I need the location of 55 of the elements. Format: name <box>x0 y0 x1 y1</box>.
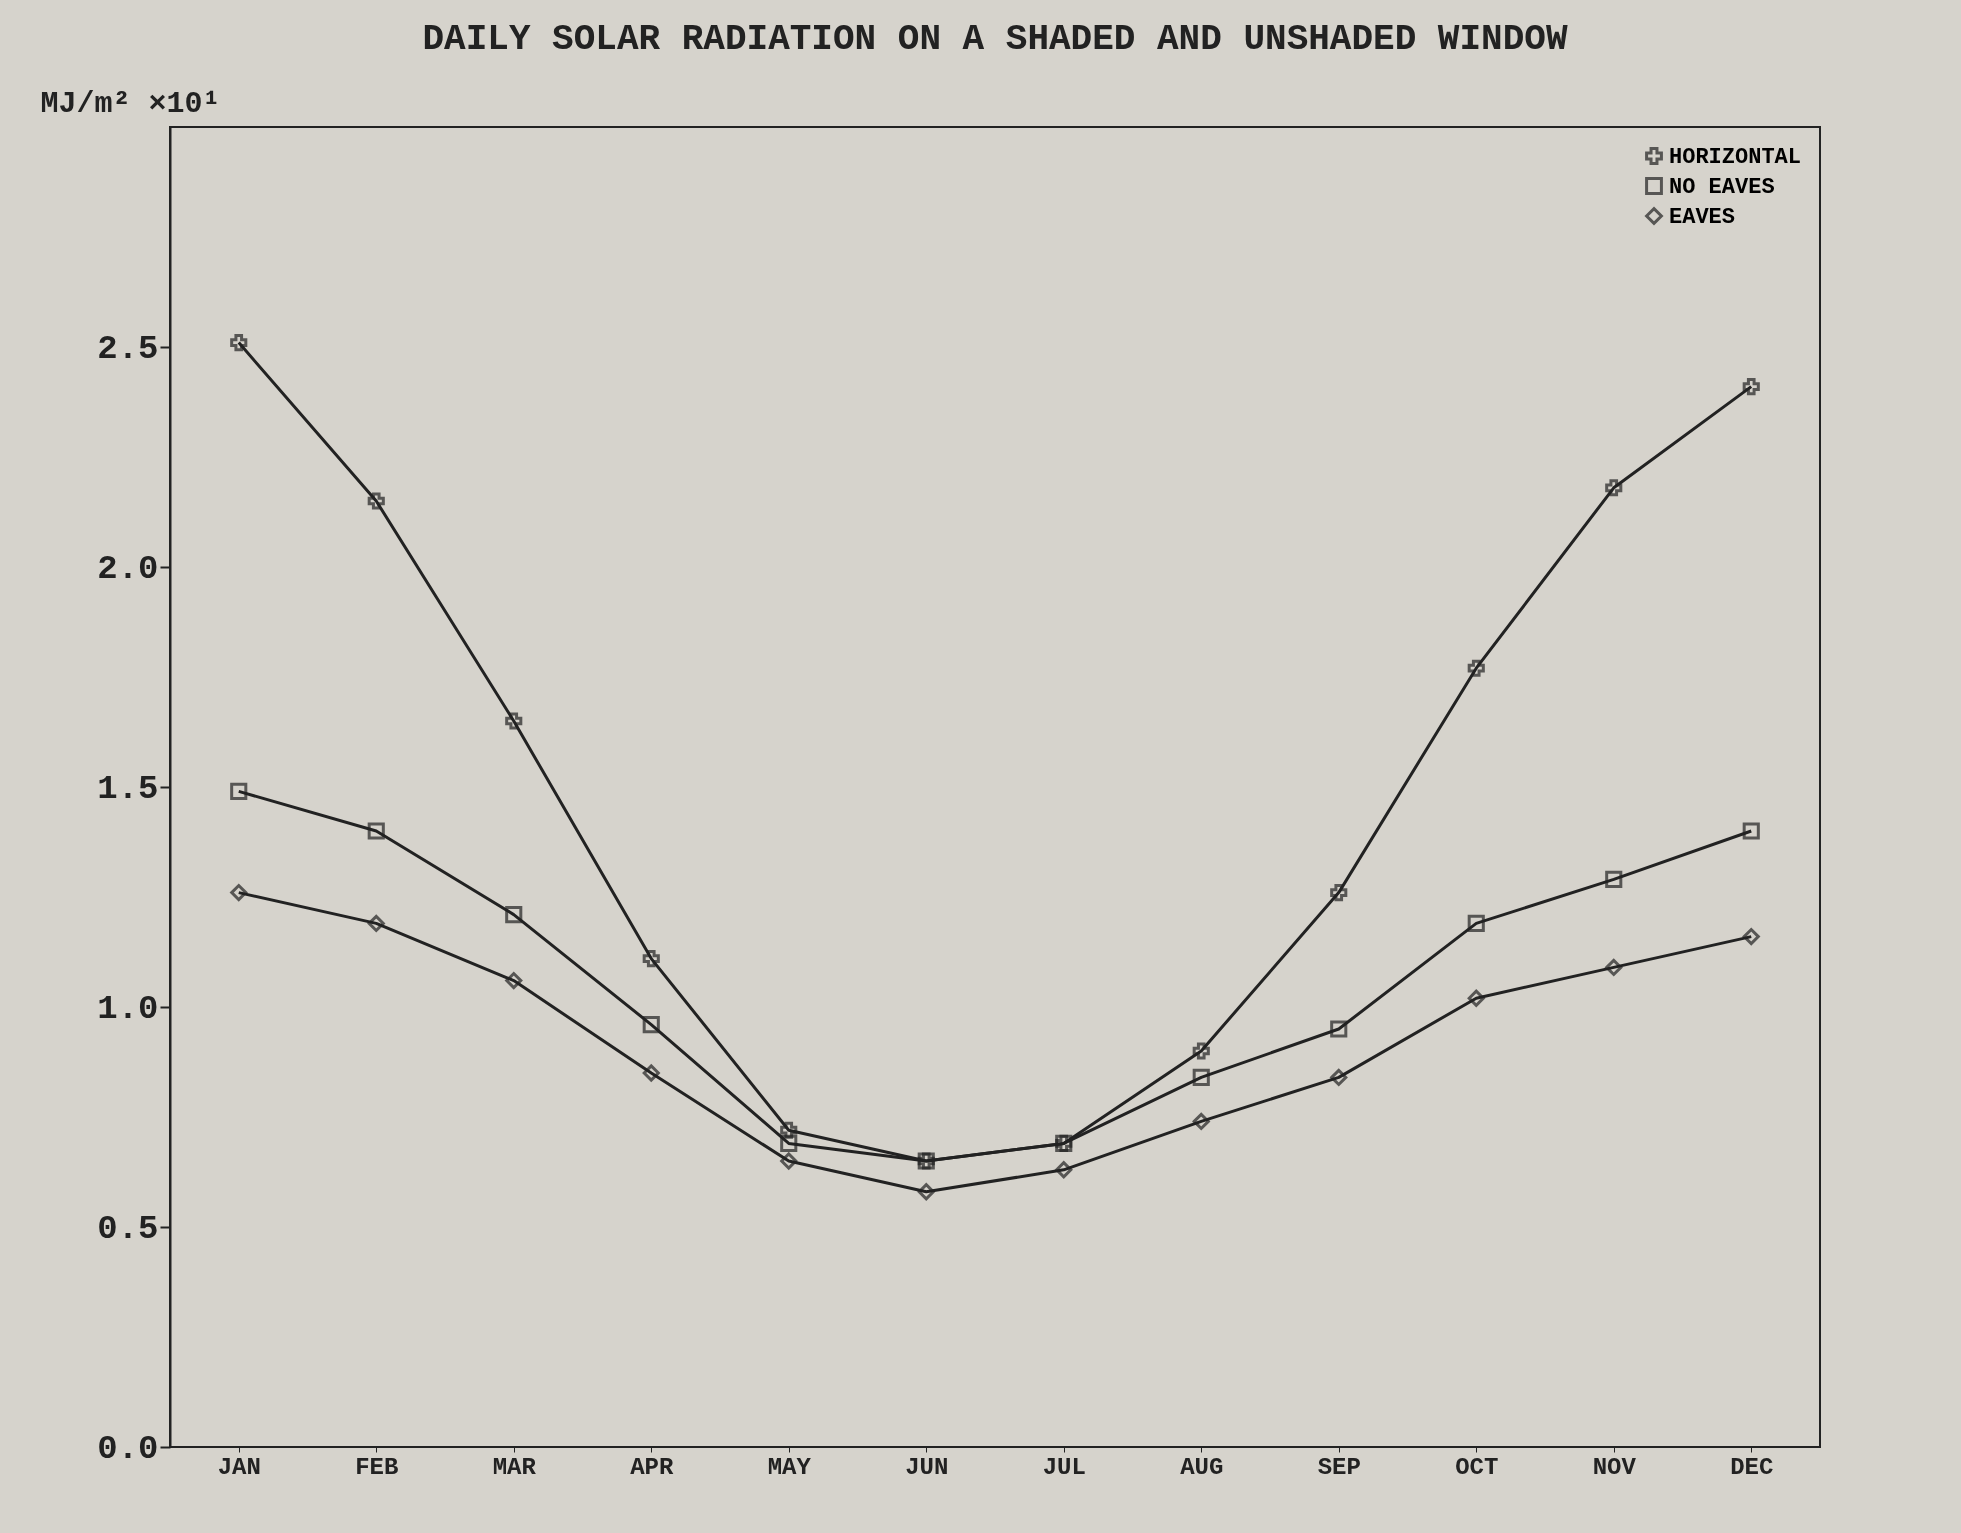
point <box>1605 870 1623 888</box>
point <box>642 1064 660 1082</box>
point <box>1467 914 1485 932</box>
point <box>367 822 385 840</box>
point <box>1192 1042 1210 1060</box>
point <box>917 1183 935 1201</box>
point <box>642 950 660 968</box>
chart-title: DAILY SOLAR RADIATION ON A SHADED AND UNSHADED WINDOW <box>422 19 1568 60</box>
legend-label: EAVES <box>1669 205 1736 230</box>
x-tick-label: APR <box>630 1453 674 1481</box>
y-axis-title: MJ/m² ×10¹ <box>40 86 221 121</box>
point <box>367 914 385 932</box>
x-tick-label: NOV <box>1592 1453 1637 1481</box>
point <box>780 1121 798 1139</box>
point <box>1467 659 1485 677</box>
x-tick-label: SEP <box>1317 1453 1361 1481</box>
point <box>1192 1112 1210 1130</box>
legend-label: NO EAVES <box>1669 175 1775 200</box>
point <box>230 884 248 902</box>
point <box>1605 479 1623 497</box>
x-tick-label: AUG <box>1180 1453 1224 1481</box>
y-tick-label: 2.0 <box>97 549 159 588</box>
x-tick-label: FEB <box>355 1453 399 1481</box>
point <box>1055 1161 1073 1179</box>
point <box>780 1134 798 1152</box>
point <box>1605 958 1623 976</box>
point <box>1192 1068 1210 1086</box>
point <box>1742 822 1760 840</box>
x-tick-label: JUN <box>905 1453 949 1481</box>
point <box>505 972 523 990</box>
x-tick-label: DEC <box>1730 1453 1774 1481</box>
point <box>230 334 248 352</box>
point <box>1330 1020 1348 1038</box>
y-tick-label: 0.0 <box>97 1429 159 1468</box>
point <box>780 1152 798 1170</box>
point <box>1742 928 1760 946</box>
y-tick-label: 1.0 <box>97 989 159 1028</box>
point <box>367 492 385 510</box>
legend-label: HORIZONTAL <box>1669 145 1802 170</box>
x-tick-label: MAR <box>492 1453 537 1481</box>
point <box>505 712 523 730</box>
x-tick-label: MAY <box>767 1453 812 1481</box>
y-tick-label: 2.5 <box>97 329 159 368</box>
point <box>1330 1068 1348 1086</box>
point <box>1330 884 1348 902</box>
point <box>505 906 523 924</box>
point <box>642 1016 660 1034</box>
x-tick-label: JAN <box>217 1453 261 1481</box>
x-tick-label: JUL <box>1042 1453 1086 1481</box>
point <box>1742 378 1760 396</box>
point <box>1467 989 1485 1007</box>
y-tick-label: 1.5 <box>97 769 159 808</box>
y-tick-label: 0.5 <box>97 1209 159 1248</box>
x-tick-label: OCT <box>1455 1453 1499 1481</box>
point <box>230 782 248 800</box>
